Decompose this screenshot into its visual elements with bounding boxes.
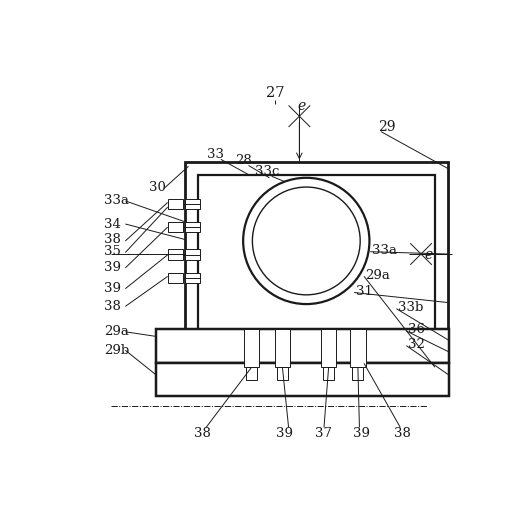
Text: 39: 39 (276, 427, 293, 440)
Text: 38: 38 (394, 427, 411, 440)
Text: 37: 37 (315, 427, 332, 440)
Text: 31: 31 (356, 285, 373, 298)
Text: e: e (297, 99, 306, 113)
Bar (275, 329, 290, 367)
Bar (321, 329, 336, 367)
Bar (168, 198, 183, 210)
Text: 29a: 29a (104, 325, 129, 338)
Text: 33: 33 (207, 148, 224, 161)
Text: 33c: 33c (255, 165, 279, 178)
Bar (156, 363, 449, 396)
Bar (244, 329, 259, 367)
Text: 30: 30 (149, 180, 166, 194)
Text: 29b: 29b (104, 344, 129, 357)
Text: 39: 39 (104, 282, 121, 295)
Text: 27: 27 (266, 86, 285, 100)
Bar (185, 250, 200, 260)
Text: 38: 38 (104, 300, 121, 313)
Text: 38: 38 (194, 427, 211, 440)
Text: 29a: 29a (366, 269, 391, 282)
Bar (168, 250, 183, 260)
Text: 39: 39 (353, 427, 370, 440)
Bar (246, 367, 257, 379)
Bar (352, 367, 364, 379)
Bar (168, 272, 183, 284)
Bar (185, 272, 200, 284)
Text: 32: 32 (408, 338, 425, 351)
Bar (156, 329, 449, 363)
Text: 39: 39 (104, 261, 121, 275)
Text: 35: 35 (104, 245, 121, 258)
Text: 33a: 33a (104, 194, 129, 207)
Bar (198, 176, 435, 371)
Text: 33a: 33a (372, 244, 397, 257)
Text: 29: 29 (378, 120, 396, 134)
Bar (185, 222, 200, 232)
Bar (277, 367, 288, 379)
Bar (185, 162, 448, 372)
Text: 33b: 33b (398, 301, 423, 314)
Text: e: e (424, 248, 433, 262)
Text: 28: 28 (236, 154, 252, 168)
Bar (323, 367, 334, 379)
Bar (168, 222, 183, 232)
Bar (185, 198, 200, 210)
Text: 34: 34 (104, 218, 121, 230)
Bar (350, 329, 366, 367)
Text: 38: 38 (104, 233, 121, 246)
Text: 36: 36 (408, 323, 425, 336)
